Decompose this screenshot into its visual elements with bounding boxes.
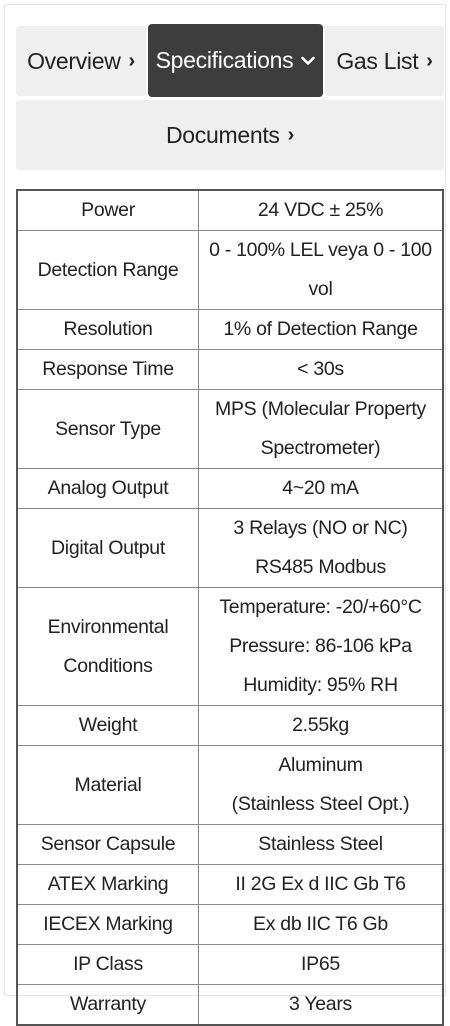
- spec-value-line: 3 Relays (NO or NC): [233, 517, 408, 539]
- spec-value-line: Spectrometer): [260, 437, 381, 459]
- spec-label-line: Sensor Capsule: [40, 833, 176, 855]
- specifications-table: Power 24 VDC ± 25% Detection Range 0 - 100%…: [16, 189, 444, 1026]
- spec-value: 2.55kg: [198, 705, 444, 746]
- chevron-down-icon: [301, 54, 316, 70]
- tab-overview-label: Overview: [27, 47, 121, 74]
- table-row: Weight 2.55kg: [16, 705, 444, 746]
- spec-value-line: 24 VDC ± 25%: [257, 199, 384, 221]
- spec-value: MPS (Molecular Property Spectrometer): [198, 389, 444, 469]
- tab-overview[interactable]: Overview ›: [16, 26, 146, 96]
- spec-label-line: Sensor Type: [55, 417, 161, 440]
- spec-value-line: MPS (Molecular Property: [215, 398, 426, 420]
- spec-value: 3 Relays (NO or NC) RS485 Modbus: [198, 508, 444, 588]
- spec-value-line: 4~20 mA: [282, 477, 359, 499]
- spec-value-line: < 30s: [297, 358, 344, 380]
- spec-value-line: (Stainless Steel Opt.): [231, 793, 410, 815]
- spec-label-line: Detection Range: [37, 258, 179, 281]
- spec-label: Weight: [16, 705, 199, 746]
- spec-label-line: Power: [81, 199, 135, 221]
- tab-gas-list-label: Gas List: [336, 47, 419, 74]
- chevron-right-icon: ›: [287, 124, 295, 146]
- spec-value-line: 3 Years: [289, 993, 352, 1015]
- table-row: Response Time < 30s: [16, 349, 444, 390]
- tab-documents-label: Documents: [165, 121, 280, 148]
- spec-label: IECEX Marking: [16, 904, 199, 945]
- spec-label-line: Conditions: [63, 654, 153, 677]
- spec-label: Analog Output: [16, 468, 199, 509]
- spec-label-line: Weight: [78, 714, 138, 736]
- spec-label: Material: [16, 745, 199, 825]
- spec-value: Stainless Steel: [198, 824, 444, 865]
- table-row: Sensor Type MPS (Molecular Property Spectr…: [16, 389, 444, 469]
- table-row: Material Aluminum (Stainless Steel Opt.): [16, 745, 444, 825]
- spec-label: Digital Output: [16, 508, 199, 588]
- spec-value-line: 0 - 100% LEL veya 0 - 100 vol: [209, 239, 432, 300]
- table-row: Warranty 3 Years: [16, 984, 444, 1026]
- spec-value-line: Temperature: -20/+60°C: [219, 596, 422, 618]
- spec-label-line: IECEX Marking: [43, 913, 173, 935]
- spec-label-line: IP Class: [73, 953, 143, 975]
- spec-value-line: II 2G Ex d IIC Gb T6: [235, 873, 406, 895]
- spec-label: Response Time: [16, 349, 199, 390]
- spec-label: IP Class: [16, 944, 199, 985]
- spec-label-line: Environmental: [47, 615, 169, 638]
- spec-value-line: 1% of Detection Range: [223, 318, 418, 340]
- spec-value: 0 - 100% LEL veya 0 - 100 vol: [198, 230, 444, 310]
- spec-label: Sensor Type: [16, 389, 199, 469]
- spec-label: Environmental Conditions: [16, 587, 199, 706]
- spec-value-line: Ex db IIC T6 Gb: [253, 913, 388, 935]
- table-row: Analog Output 4~20 mA: [16, 468, 444, 509]
- table-row: Environmental Conditions Temperature: -20/…: [16, 587, 444, 706]
- spec-value-line: 2.55kg: [292, 714, 349, 736]
- spec-value: Aluminum (Stainless Steel Opt.): [198, 745, 444, 825]
- table-row: Digital Output 3 Relays (NO or NC) RS485 M…: [16, 508, 444, 588]
- table-row: Resolution 1% of Detection Range: [16, 309, 444, 350]
- spec-value: Temperature: -20/+60°C Pressure: 86-106 k…: [198, 587, 444, 706]
- product-tabs: Overview › Specifications Gas List › Doc…: [16, 24, 444, 170]
- table-row: Detection Range 0 - 100% LEL veya 0 - 100…: [16, 230, 444, 310]
- tab-documents[interactable]: Documents ›: [16, 100, 444, 170]
- chevron-right-icon: ›: [426, 50, 433, 72]
- spec-value-line: IP65: [301, 953, 340, 975]
- spec-value-line: Stainless Steel: [258, 833, 383, 855]
- table-row: Sensor Capsule Stainless Steel: [16, 824, 444, 865]
- spec-label: Sensor Capsule: [16, 824, 199, 865]
- spec-label: Detection Range: [16, 230, 199, 310]
- spec-label-line: Digital Output: [51, 536, 165, 559]
- spec-value-line: RS485 Modbus: [255, 556, 386, 578]
- spec-label-line: Warranty: [70, 993, 146, 1015]
- spec-label-line: Response Time: [42, 358, 174, 380]
- spec-value: < 30s: [198, 349, 444, 390]
- table-row: IECEX Marking Ex db IIC T6 Gb: [16, 904, 444, 945]
- spec-value: II 2G Ex d IIC Gb T6: [198, 864, 444, 905]
- spec-label-line: ATEX Marking: [47, 873, 169, 895]
- spec-label: ATEX Marking: [16, 864, 199, 905]
- spec-value: IP65: [198, 944, 444, 985]
- spec-label: Resolution: [16, 309, 199, 350]
- specifications-table-body: Power 24 VDC ± 25% Detection Range 0 - 100%…: [16, 189, 444, 1026]
- spec-value: 1% of Detection Range: [198, 309, 444, 350]
- table-row: ATEX Marking II 2G Ex d IIC Gb T6: [16, 864, 444, 905]
- spec-label-line: Resolution: [63, 318, 153, 340]
- table-row: Power 24 VDC ± 25%: [16, 189, 444, 231]
- spec-value-line: Aluminum: [278, 754, 363, 776]
- tab-specifications[interactable]: Specifications: [148, 24, 323, 97]
- spec-value: Ex db IIC T6 Gb: [198, 904, 444, 945]
- spec-value: 4~20 mA: [198, 468, 444, 509]
- spec-value: 24 VDC ± 25%: [198, 189, 444, 231]
- table-row: IP Class IP65: [16, 944, 444, 985]
- tab-specifications-label: Specifications: [155, 47, 294, 73]
- spec-label-line: Material: [74, 773, 142, 796]
- spec-value-line: Pressure: 86-106 kPa: [229, 635, 412, 657]
- chevron-right-icon: ›: [128, 50, 136, 72]
- spec-label: Power: [16, 189, 199, 231]
- spec-value: 3 Years: [198, 984, 444, 1026]
- spec-label-line: Analog Output: [47, 477, 169, 499]
- spec-value-line: Humidity: 95% RH: [243, 674, 398, 696]
- tab-gas-list[interactable]: Gas List ›: [325, 26, 444, 96]
- spec-label: Warranty: [16, 984, 199, 1026]
